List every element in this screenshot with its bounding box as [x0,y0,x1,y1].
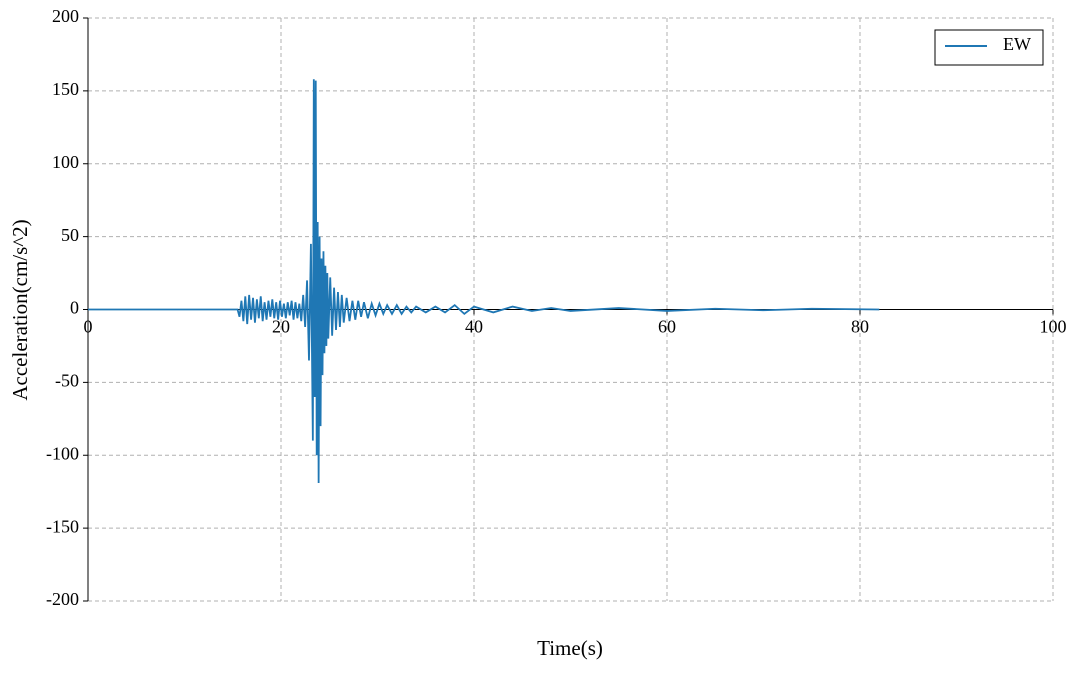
y-axis-label: Acceleration(cm/s^2) [8,219,32,400]
data-line [88,79,880,483]
x-tick-label: 100 [1040,317,1067,337]
y-tick-label: 50 [61,225,79,245]
y-tick-label: -150 [46,516,79,536]
y-tick-label: -50 [55,371,79,391]
x-axis-label: Time(s) [537,636,603,660]
y-tick-label: 200 [52,6,79,26]
y-tick-label: 0 [70,298,79,318]
x-tick-label: 20 [272,317,290,337]
x-tick-label: 40 [465,317,483,337]
y-tick-label: -200 [46,589,79,609]
x-tick-label: 80 [851,317,869,337]
x-tick-label: 60 [658,317,676,337]
y-tick-label: 100 [52,152,79,172]
y-tick-label: -100 [46,443,79,463]
legend-box [934,29,1044,66]
legend-label: EW [1003,34,1031,54]
y-tick-label: 150 [52,79,79,99]
